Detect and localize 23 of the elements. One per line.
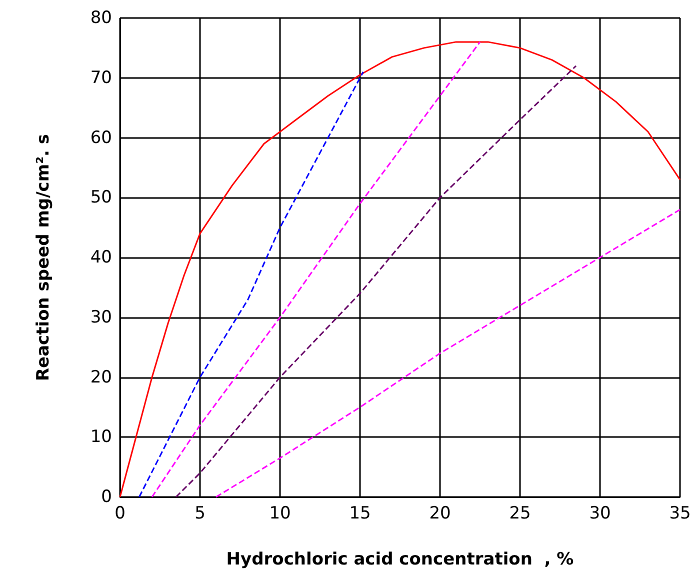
y-tick-label: 60 — [90, 128, 112, 148]
x-tick-label: 35 — [669, 504, 691, 524]
y-tick-label: 50 — [90, 188, 112, 208]
x-tick-label: 5 — [194, 504, 206, 524]
x-tick-label: 30 — [589, 504, 611, 524]
line-series — [215, 208, 681, 498]
line-series — [138, 71, 364, 498]
x-tick-label: 20 — [429, 504, 451, 524]
y-tick-label: 80 — [90, 8, 112, 28]
y-tick-label: 0 — [101, 487, 112, 507]
y-tick-label: 70 — [90, 68, 112, 88]
y-tick-label: 20 — [90, 367, 112, 388]
x-tick-label: 0 — [114, 504, 126, 524]
y-axis-title: Reaction speed mg/cm². s — [34, 134, 54, 382]
x-tick-label: 10 — [269, 504, 291, 524]
x-tick-label: 25 — [509, 504, 531, 524]
y-tick-label: 30 — [90, 307, 112, 328]
line-series — [151, 41, 481, 498]
line-series — [175, 65, 577, 498]
y-tick-label: 10 — [90, 427, 112, 448]
y-tick-label: 40 — [90, 248, 112, 268]
x-tick-label: 15 — [349, 504, 371, 524]
x-axis-title: Hydrochloric acid concentration , % — [226, 550, 574, 570]
